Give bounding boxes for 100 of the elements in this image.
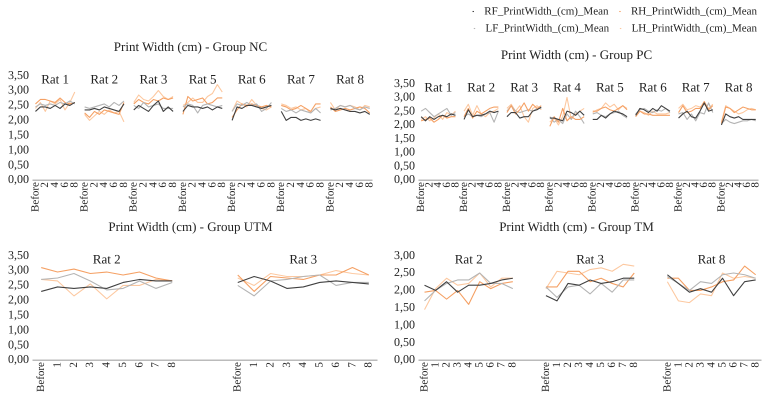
x-tick-label: 2 <box>284 182 297 188</box>
x-tick-label: 2 <box>264 362 276 368</box>
chart-title: Print Width (cm) - Group UTM <box>108 219 274 234</box>
x-tick-label: Before <box>29 182 42 212</box>
annotation: Rat 6 <box>238 72 266 87</box>
chart-title: Print Width (cm) - Group NC <box>114 39 268 54</box>
x-tick-label: 2 <box>138 182 150 188</box>
x-tick-label: 4 <box>100 362 113 368</box>
y-tick-label: 1,00 <box>8 322 29 336</box>
x-tick-label: Before <box>128 182 140 212</box>
x-tick-label: 4 <box>196 182 208 188</box>
x-tick-label: 3 <box>84 362 96 368</box>
y-tick-label: 2,50 <box>394 103 415 118</box>
x-tick-label: 2 <box>683 362 696 368</box>
y-tick-label: 1,50 <box>394 130 415 145</box>
x-tick-label: 4 <box>705 362 718 368</box>
legend-label: RF_PrintWidth_(cm)_Mean <box>484 5 609 18</box>
x-tick-label: 4 <box>147 182 160 188</box>
x-tick-label: 4 <box>49 182 62 188</box>
x-tick-label: Before <box>226 182 238 212</box>
x-tick-label: Before <box>176 182 189 212</box>
legend-label: LH_PrintWidth_(cm)_Mean <box>632 22 758 34</box>
x-tick-label: 4 <box>584 362 596 368</box>
x-tick-label: 8 <box>664 182 676 188</box>
x-tick-label: 7 <box>150 362 162 368</box>
x-tick-label: 6 <box>255 182 268 188</box>
annotation: Rat 2 <box>454 252 483 267</box>
legend-label: LF_PrintWidth_(cm)_Mean <box>485 22 610 34</box>
x-tick-label: Before <box>418 362 430 392</box>
annotation: Rat 2 <box>467 80 496 95</box>
annotation: Rat 2 <box>92 252 121 267</box>
x-tick-label: 5 <box>116 362 129 368</box>
y-tick-label: 2,50 <box>394 265 415 280</box>
y-tick-label: 1,00 <box>394 317 415 332</box>
x-tick-label: 5 <box>716 362 728 368</box>
x-tick-label: 8 <box>166 182 179 188</box>
x-tick-label: Before <box>661 362 674 392</box>
x-tick-label: 8 <box>68 182 81 188</box>
y-tick-label: 2,00 <box>8 292 29 307</box>
x-tick-label: 2 <box>39 182 52 188</box>
annotation: Rat 5 <box>188 72 217 87</box>
annotation: Rat 1 <box>424 80 452 95</box>
y-tick-label: 0,50 <box>394 334 415 349</box>
x-tick-label: 3 <box>452 362 464 368</box>
x-tick-label: 7 <box>346 362 358 368</box>
x-tick-label: 2 <box>68 362 80 368</box>
x-tick-label: 5 <box>314 362 326 368</box>
annotation: Rat 8 <box>698 252 726 267</box>
x-tick-label: Before <box>35 362 48 392</box>
x-tick-label: 6 <box>330 362 342 368</box>
annotation: Rat 3 <box>510 80 538 95</box>
x-tick-label: 1 <box>429 362 442 368</box>
annotation: Rat 8 <box>336 72 364 87</box>
x-tick-label: 6 <box>108 182 120 188</box>
y-tick-label: 2,00 <box>394 282 415 297</box>
x-tick-label: Before <box>78 182 91 212</box>
x-tick-label: 8 <box>118 182 130 188</box>
x-tick-label: 6 <box>58 182 71 188</box>
x-tick-label: 8 <box>166 362 178 368</box>
x-tick-label: 6 <box>354 182 366 188</box>
y-tick-label: 0,50 <box>394 158 415 172</box>
x-tick-label: 7 <box>617 362 630 368</box>
x-tick-label: 6 <box>206 182 218 188</box>
x-tick-label: 4 <box>297 362 310 368</box>
x-tick-label: 2 <box>186 182 199 188</box>
x-tick-label: Before <box>540 362 552 392</box>
x-tick-label: 2 <box>562 362 574 368</box>
annotation: Rat 3 <box>289 252 318 267</box>
y-tick-label: 1,50 <box>394 300 415 314</box>
chart-title: Print Width (cm) - Group TM <box>499 219 654 234</box>
y-tick-label: 3,50 <box>8 248 29 262</box>
x-tick-label: 8 <box>364 182 376 188</box>
x-tick-label: 8 <box>314 182 326 188</box>
y-tick-label: 3,50 <box>8 68 29 82</box>
annotation: Rat 3 <box>576 252 604 267</box>
x-tick-label: 8 <box>620 182 633 188</box>
y-tick-label: 0,00 <box>394 172 415 186</box>
x-tick-label: 8 <box>750 182 762 188</box>
x-tick-label: 1 <box>672 362 684 368</box>
x-tick-label: 8 <box>492 182 504 188</box>
x-tick-label: 8 <box>265 182 278 188</box>
x-tick-label: 6 <box>484 362 497 368</box>
x-tick-label: 2 <box>334 182 346 188</box>
annotation: Rat 2 <box>90 72 118 87</box>
y-tick-label: 0,50 <box>8 337 29 352</box>
y-tick-label: 1,00 <box>394 144 415 159</box>
legend-label: RH_PrintWidth_(cm)_Mean <box>630 5 758 18</box>
x-tick-label: 4 <box>98 182 110 188</box>
y-tick-label: 2,00 <box>394 117 415 132</box>
y-tick-label: 0,50 <box>8 157 29 172</box>
x-tick-label: 6 <box>727 362 740 368</box>
x-tick-label: 8 <box>216 182 228 188</box>
y-tick-label: 2,50 <box>8 98 29 112</box>
x-tick-label: 4 <box>462 362 475 368</box>
x-tick-label: 1 <box>248 362 260 368</box>
annotation: Rat 8 <box>724 80 752 95</box>
y-tick-label: 1,00 <box>8 142 29 156</box>
x-tick-label: 4 <box>246 182 258 188</box>
x-tick-label: 1 <box>550 362 563 368</box>
y-tick-label: 3,00 <box>8 262 29 277</box>
